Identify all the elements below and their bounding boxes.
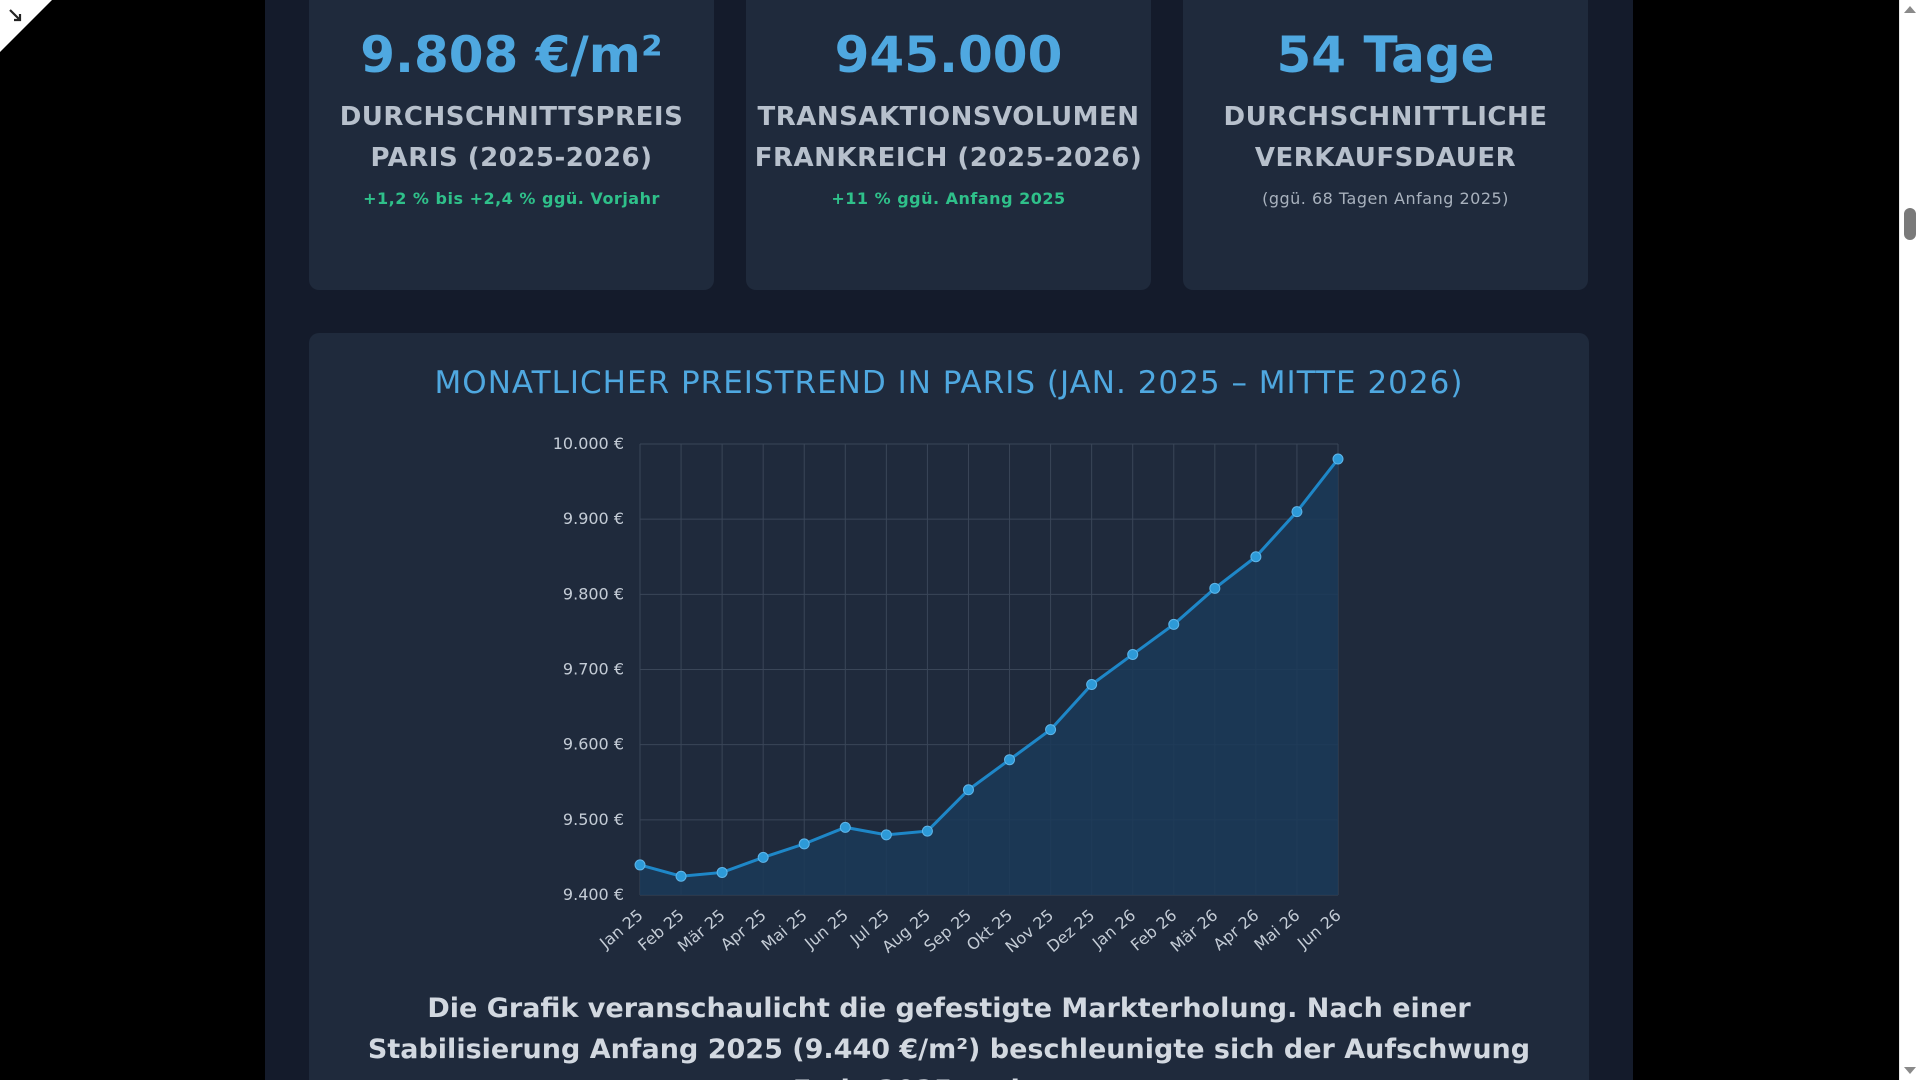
series-area bbox=[640, 459, 1338, 895]
price-trend-panel: MONATLICHER PREISTREND IN PARIS (JAN. 20… bbox=[309, 333, 1589, 1080]
x-tick-label: Jun 25 bbox=[800, 906, 852, 954]
data-point bbox=[716, 866, 728, 878]
x-tick-label: Apr 26 bbox=[1210, 906, 1263, 955]
chart-title: MONATLICHER PREISTREND IN PARIS (JAN. 20… bbox=[434, 365, 1464, 401]
chart-caption: Die Grafik veranschaulicht die gefestigt… bbox=[367, 993, 1531, 1080]
kpi-note: +1,2 % bis +2,4 % ggü. Vorjahr bbox=[363, 189, 660, 208]
data-point bbox=[1291, 506, 1303, 518]
price-trend-chart: 10.000 € 9.900 € 9.800 € 9.700 € 9.600 € 9.50… bbox=[553, 434, 1345, 957]
kpi-value: 54 Tage bbox=[1276, 26, 1495, 84]
kpi-note: (ggü. 68 Tagen Anfang 2025) bbox=[1262, 189, 1509, 208]
kpi-label: DURCHSCHNITTSPREIS PARIS (2025-2026) bbox=[339, 102, 684, 173]
report-content: 9.808 €/m² DURCHSCHNITTSPREIS PARIS (202… bbox=[265, 0, 1633, 1080]
y-tick-label: 9.700 € bbox=[563, 660, 624, 679]
x-tick-label: Sep 25 bbox=[920, 906, 975, 956]
kpi-card-transaction-volume: 945.000 TRANSAKTIONSVOLUMEN FRANKREICH (… bbox=[746, 0, 1151, 290]
resize-corner-icon[interactable] bbox=[0, 0, 52, 52]
vertical-scrollbar[interactable] bbox=[1899, 0, 1920, 1080]
kpi-label: DURCHSCHNITTLICHE VERKAUFSDAUER bbox=[1223, 102, 1548, 173]
y-tick-label: 9.500 € bbox=[563, 810, 624, 829]
kpi-card-average-price: 9.808 €/m² DURCHSCHNITTSPREIS PARIS (202… bbox=[309, 0, 714, 290]
x-tick-label: Mai 26 bbox=[1250, 906, 1303, 955]
x-tick-label: Mär 26 bbox=[1167, 906, 1222, 956]
series-line bbox=[639, 458, 1340, 878]
y-tick-label: 9.900 € bbox=[563, 509, 624, 528]
scroll-up-icon[interactable] bbox=[1904, 6, 1916, 13]
data-point bbox=[675, 870, 687, 882]
x-tick-label: Mär 25 bbox=[674, 906, 729, 956]
kpi-value: 945.000 bbox=[834, 26, 1063, 84]
x-tick-label: Dez 25 bbox=[1043, 906, 1098, 957]
y-tick-label: 9.800 € bbox=[563, 584, 624, 603]
scroll-down-icon[interactable] bbox=[1904, 1067, 1916, 1074]
data-point bbox=[921, 825, 933, 837]
data-point bbox=[757, 851, 769, 863]
kpi-cards: 9.808 €/m² DURCHSCHNITTSPREIS PARIS (202… bbox=[309, 0, 1589, 290]
data-point bbox=[798, 838, 810, 850]
y-tick-label: 10.000 € bbox=[553, 434, 624, 453]
data-point bbox=[880, 829, 892, 841]
x-tick-label: Apr 25 bbox=[717, 906, 770, 955]
data-point bbox=[1004, 754, 1016, 766]
data-point bbox=[1045, 724, 1057, 736]
data-point bbox=[962, 784, 974, 796]
x-tick-label: Mai 25 bbox=[758, 906, 811, 955]
y-tick-label: 9.600 € bbox=[563, 735, 624, 754]
kpi-card-sale-duration: 54 Tage DURCHSCHNITTLICHE VERKAUFSDAUER … bbox=[1183, 0, 1588, 290]
data-point bbox=[1127, 648, 1139, 660]
data-point bbox=[1332, 453, 1344, 465]
data-point bbox=[1086, 679, 1098, 691]
data-point bbox=[1250, 551, 1262, 563]
data-point bbox=[1209, 582, 1221, 594]
y-tick-label: 9.400 € bbox=[563, 885, 624, 904]
data-point bbox=[1168, 618, 1180, 630]
data-point bbox=[634, 859, 646, 871]
scroll-thumb[interactable] bbox=[1904, 208, 1916, 240]
x-tick-label: Jun 26 bbox=[1293, 906, 1345, 954]
data-point bbox=[839, 821, 851, 833]
kpi-note: +11 % ggü. Anfang 2025 bbox=[831, 189, 1066, 208]
kpi-value: 9.808 €/m² bbox=[360, 26, 663, 84]
kpi-label: TRANSAKTIONSVOLUMEN FRANKREICH (2025-202… bbox=[754, 102, 1143, 173]
